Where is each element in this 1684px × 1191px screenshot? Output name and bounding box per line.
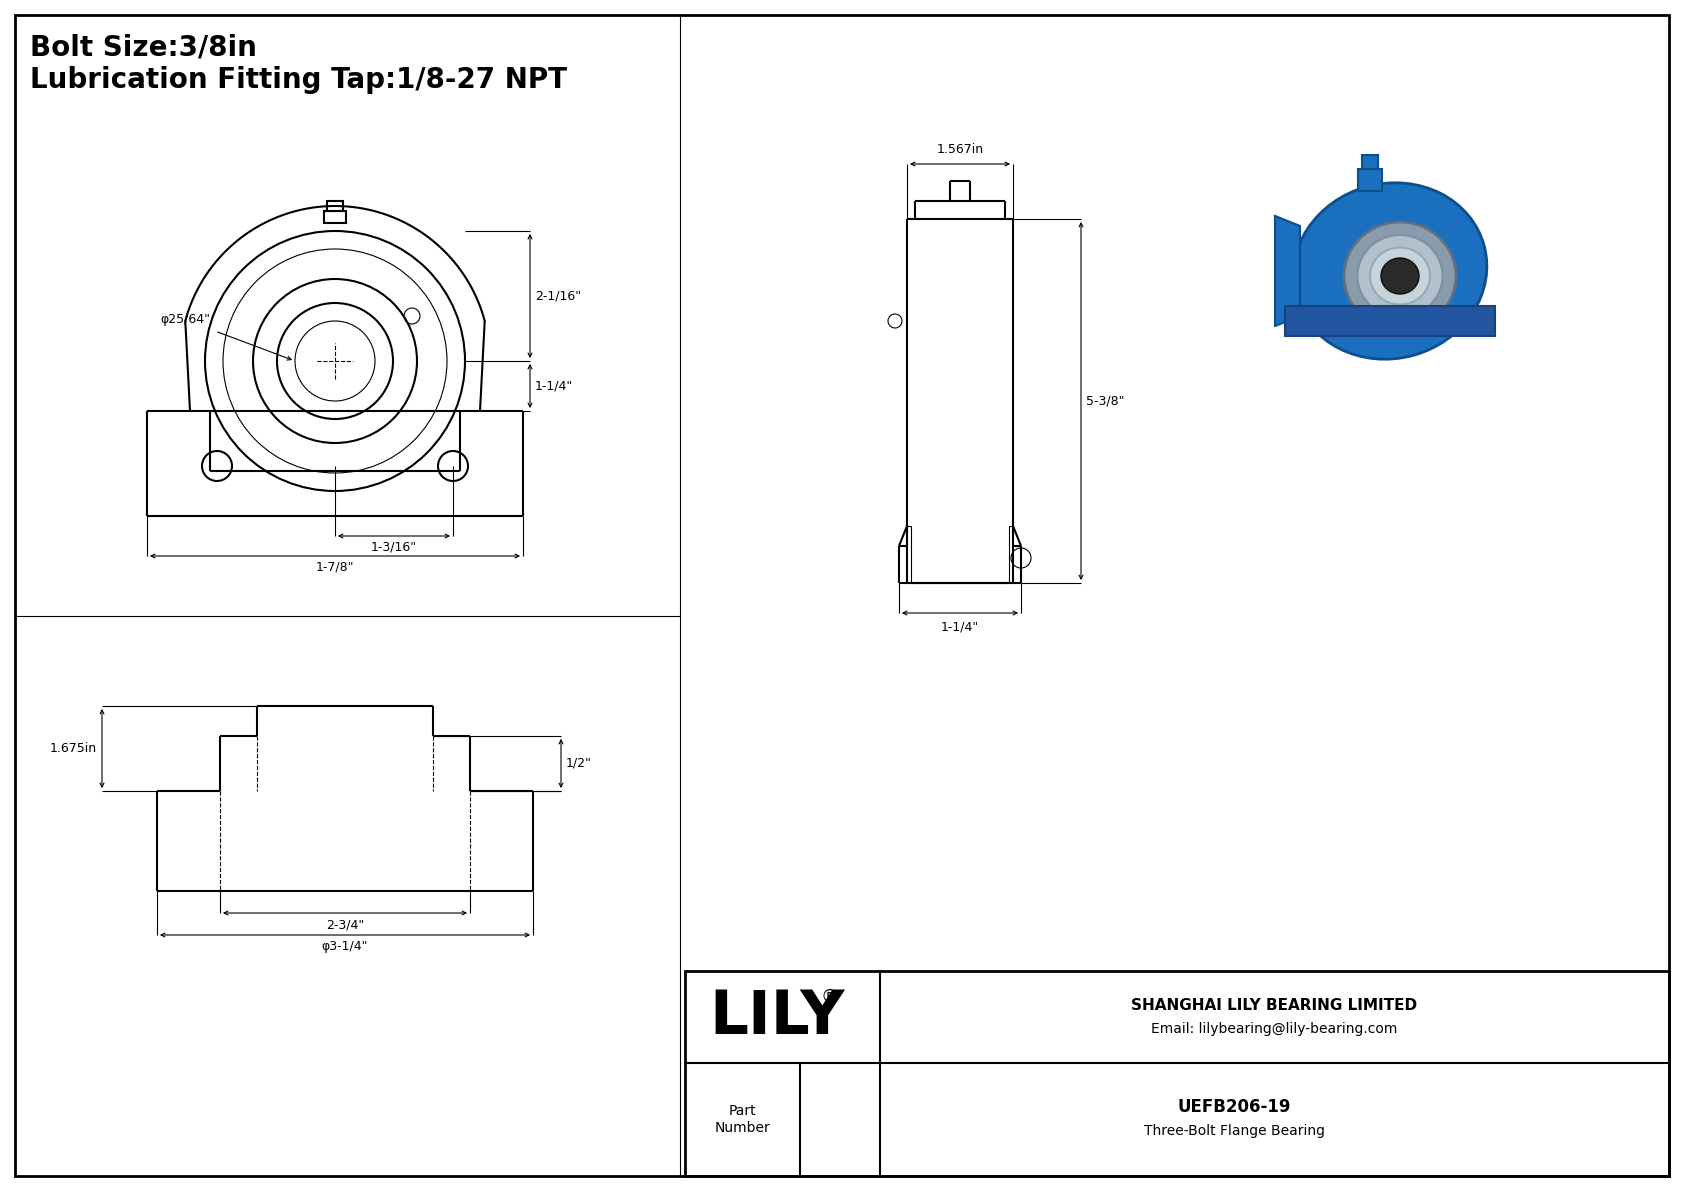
Text: 1/2": 1/2" bbox=[566, 757, 591, 771]
Text: Three-Bolt Flange Bearing: Three-Bolt Flange Bearing bbox=[1143, 1124, 1325, 1139]
Text: UEFB206-19: UEFB206-19 bbox=[1177, 1098, 1292, 1116]
Text: LILY: LILY bbox=[709, 987, 845, 1047]
Bar bbox=[685, 971, 1669, 1176]
Text: 2-3/4": 2-3/4" bbox=[327, 918, 364, 931]
Text: Email: lilybearing@lily-bearing.com: Email: lilybearing@lily-bearing.com bbox=[1152, 1022, 1398, 1036]
Text: Bolt Size:3/8in: Bolt Size:3/8in bbox=[30, 33, 258, 61]
Text: 1-3/16": 1-3/16" bbox=[370, 541, 418, 554]
Bar bbox=[327, 201, 344, 211]
Text: 1-1/4": 1-1/4" bbox=[536, 380, 573, 393]
Text: 1.675in: 1.675in bbox=[51, 742, 98, 755]
Text: 2-1/16": 2-1/16" bbox=[536, 289, 581, 303]
Text: 1-1/4": 1-1/4" bbox=[941, 621, 978, 634]
Text: Lubrication Fitting Tap:1/8-27 NPT: Lubrication Fitting Tap:1/8-27 NPT bbox=[30, 66, 568, 94]
Bar bbox=[1285, 306, 1495, 336]
Bar bbox=[1357, 169, 1383, 191]
Polygon shape bbox=[1275, 216, 1300, 326]
Text: ®: ® bbox=[820, 989, 839, 1006]
Ellipse shape bbox=[1381, 258, 1420, 294]
Ellipse shape bbox=[1344, 222, 1457, 330]
Text: φ3-1/4": φ3-1/4" bbox=[322, 940, 369, 953]
Ellipse shape bbox=[1293, 182, 1487, 360]
Bar bbox=[323, 211, 345, 223]
Text: 1-7/8": 1-7/8" bbox=[317, 561, 354, 574]
Text: Part
Number: Part Number bbox=[714, 1104, 770, 1135]
Text: 5-3/8": 5-3/8" bbox=[1086, 394, 1125, 407]
Text: φ25/64": φ25/64" bbox=[160, 313, 210, 326]
Bar bbox=[1362, 155, 1378, 169]
Ellipse shape bbox=[1357, 235, 1443, 317]
Text: SHANGHAI LILY BEARING LIMITED: SHANGHAI LILY BEARING LIMITED bbox=[1132, 998, 1418, 1012]
Text: 1.567in: 1.567in bbox=[936, 143, 983, 156]
Ellipse shape bbox=[1371, 248, 1430, 305]
